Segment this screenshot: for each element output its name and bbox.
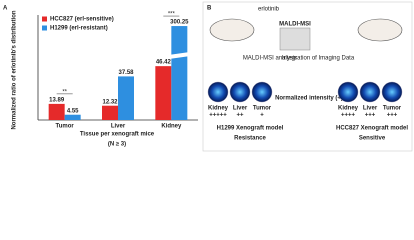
score-label: + (260, 113, 264, 119)
outcome-label: Resistance (234, 136, 266, 142)
bar (48, 103, 65, 120)
step-label: Integration of Imaging Data (282, 56, 355, 62)
value-label: 300.25 (170, 20, 189, 26)
bar (118, 76, 134, 120)
y-axis-label: Normalized ratio of erlotinib's distribu… (12, 10, 18, 129)
legend-swatch (42, 16, 47, 22)
legend-label: HCC827 (erl-sensitive) (50, 17, 114, 23)
axis-break (170, 52, 189, 59)
panel-b-frame (202, 1, 413, 152)
mouse (357, 18, 403, 42)
x-note: (N ≥ 3) (108, 142, 126, 148)
bar (155, 66, 172, 120)
tissue-image (381, 81, 403, 103)
score-label: +++++ (209, 113, 227, 119)
value-label: 46.42 (156, 60, 172, 66)
mouse (209, 18, 255, 42)
center-label: Normalized intensity (+) (275, 96, 343, 102)
figure: A Normalized ratio of erlotinib's distri… (3, 1, 413, 152)
organ-label: Liver (363, 106, 378, 112)
model-label: H1299 Xenograft model (217, 126, 284, 132)
value-label: 37.58 (118, 70, 134, 76)
tissue-image (337, 81, 359, 103)
x-tick-label: Liver (111, 124, 126, 130)
x-axis-label: Tissue per xenograft mice (80, 132, 155, 138)
drug-label: erlotinib (258, 7, 280, 13)
panel-label: A (3, 6, 8, 12)
method-label: MALDI-MSI (279, 22, 311, 28)
legend-swatch (42, 25, 47, 31)
tissue-image (251, 81, 273, 103)
value-label: 12.32 (102, 99, 118, 105)
organ-label: Kidney (338, 106, 359, 112)
x-tick-label: Kidney (161, 124, 182, 130)
significance: ** (62, 89, 67, 95)
legend-label: H1299 (erl-resistant) (50, 26, 108, 32)
outcome-label: Sensitive (359, 136, 386, 142)
score-label: ++ (236, 113, 244, 119)
organ-label: Tumor (253, 106, 272, 112)
value-label: 13.89 (49, 97, 65, 103)
tissue-image (207, 81, 229, 103)
x-tick-label: Tumor (56, 124, 75, 130)
organ-label: Liver (233, 106, 248, 112)
tissue-image (359, 81, 381, 103)
step-label: MALDI-MSI analysis (243, 56, 297, 62)
organ-label: Kidney (208, 106, 229, 112)
tissue-image (229, 81, 251, 103)
model-label: HCC827 Xenograft model (336, 126, 408, 132)
bar (102, 105, 118, 120)
value-label: 4.55 (67, 108, 79, 114)
bar (64, 114, 81, 120)
score-label: +++ (387, 113, 398, 119)
instrument (279, 27, 311, 51)
organ-label: Tumor (383, 106, 402, 112)
score-label: ++++ (341, 113, 356, 119)
bar (171, 26, 188, 120)
score-label: +++ (365, 113, 376, 119)
significance: *** (168, 12, 176, 18)
panel-label: B (207, 6, 212, 12)
